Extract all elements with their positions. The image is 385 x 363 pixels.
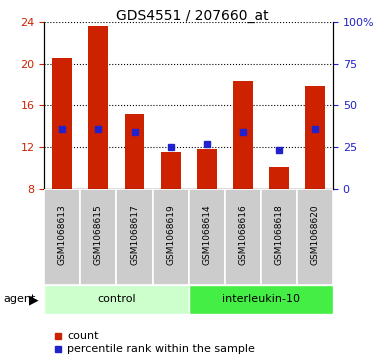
Bar bbox=[305, 86, 325, 189]
Bar bbox=[197, 149, 217, 189]
Text: GSM1068620: GSM1068620 bbox=[310, 205, 320, 265]
Text: GSM1068618: GSM1068618 bbox=[275, 205, 283, 265]
Text: GSM1068615: GSM1068615 bbox=[94, 205, 103, 265]
Bar bbox=[225, 189, 261, 285]
Text: GSM1068617: GSM1068617 bbox=[130, 205, 139, 265]
Bar bbox=[44, 189, 80, 285]
Bar bbox=[125, 114, 144, 189]
Text: GSM1068616: GSM1068616 bbox=[238, 205, 247, 265]
Bar bbox=[233, 81, 253, 189]
Bar bbox=[297, 189, 333, 285]
Bar bbox=[189, 189, 225, 285]
Text: count: count bbox=[67, 331, 99, 341]
Text: GSM1068619: GSM1068619 bbox=[166, 205, 175, 265]
Bar bbox=[116, 189, 152, 285]
Text: ▶: ▶ bbox=[29, 293, 38, 306]
Text: GSM1068614: GSM1068614 bbox=[202, 205, 211, 265]
Bar bbox=[261, 189, 297, 285]
Bar bbox=[52, 58, 72, 189]
Bar bbox=[44, 285, 189, 314]
Bar bbox=[89, 26, 108, 189]
Bar bbox=[189, 285, 333, 314]
Bar bbox=[152, 189, 189, 285]
Text: GSM1068613: GSM1068613 bbox=[58, 205, 67, 265]
Text: GDS4551 / 207660_at: GDS4551 / 207660_at bbox=[116, 9, 269, 23]
Bar bbox=[80, 189, 116, 285]
Text: percentile rank within the sample: percentile rank within the sample bbox=[67, 344, 255, 354]
Bar bbox=[161, 152, 181, 189]
Text: agent: agent bbox=[4, 294, 36, 305]
Text: interleukin-10: interleukin-10 bbox=[222, 294, 300, 305]
Bar bbox=[269, 167, 289, 189]
Text: control: control bbox=[97, 294, 136, 305]
